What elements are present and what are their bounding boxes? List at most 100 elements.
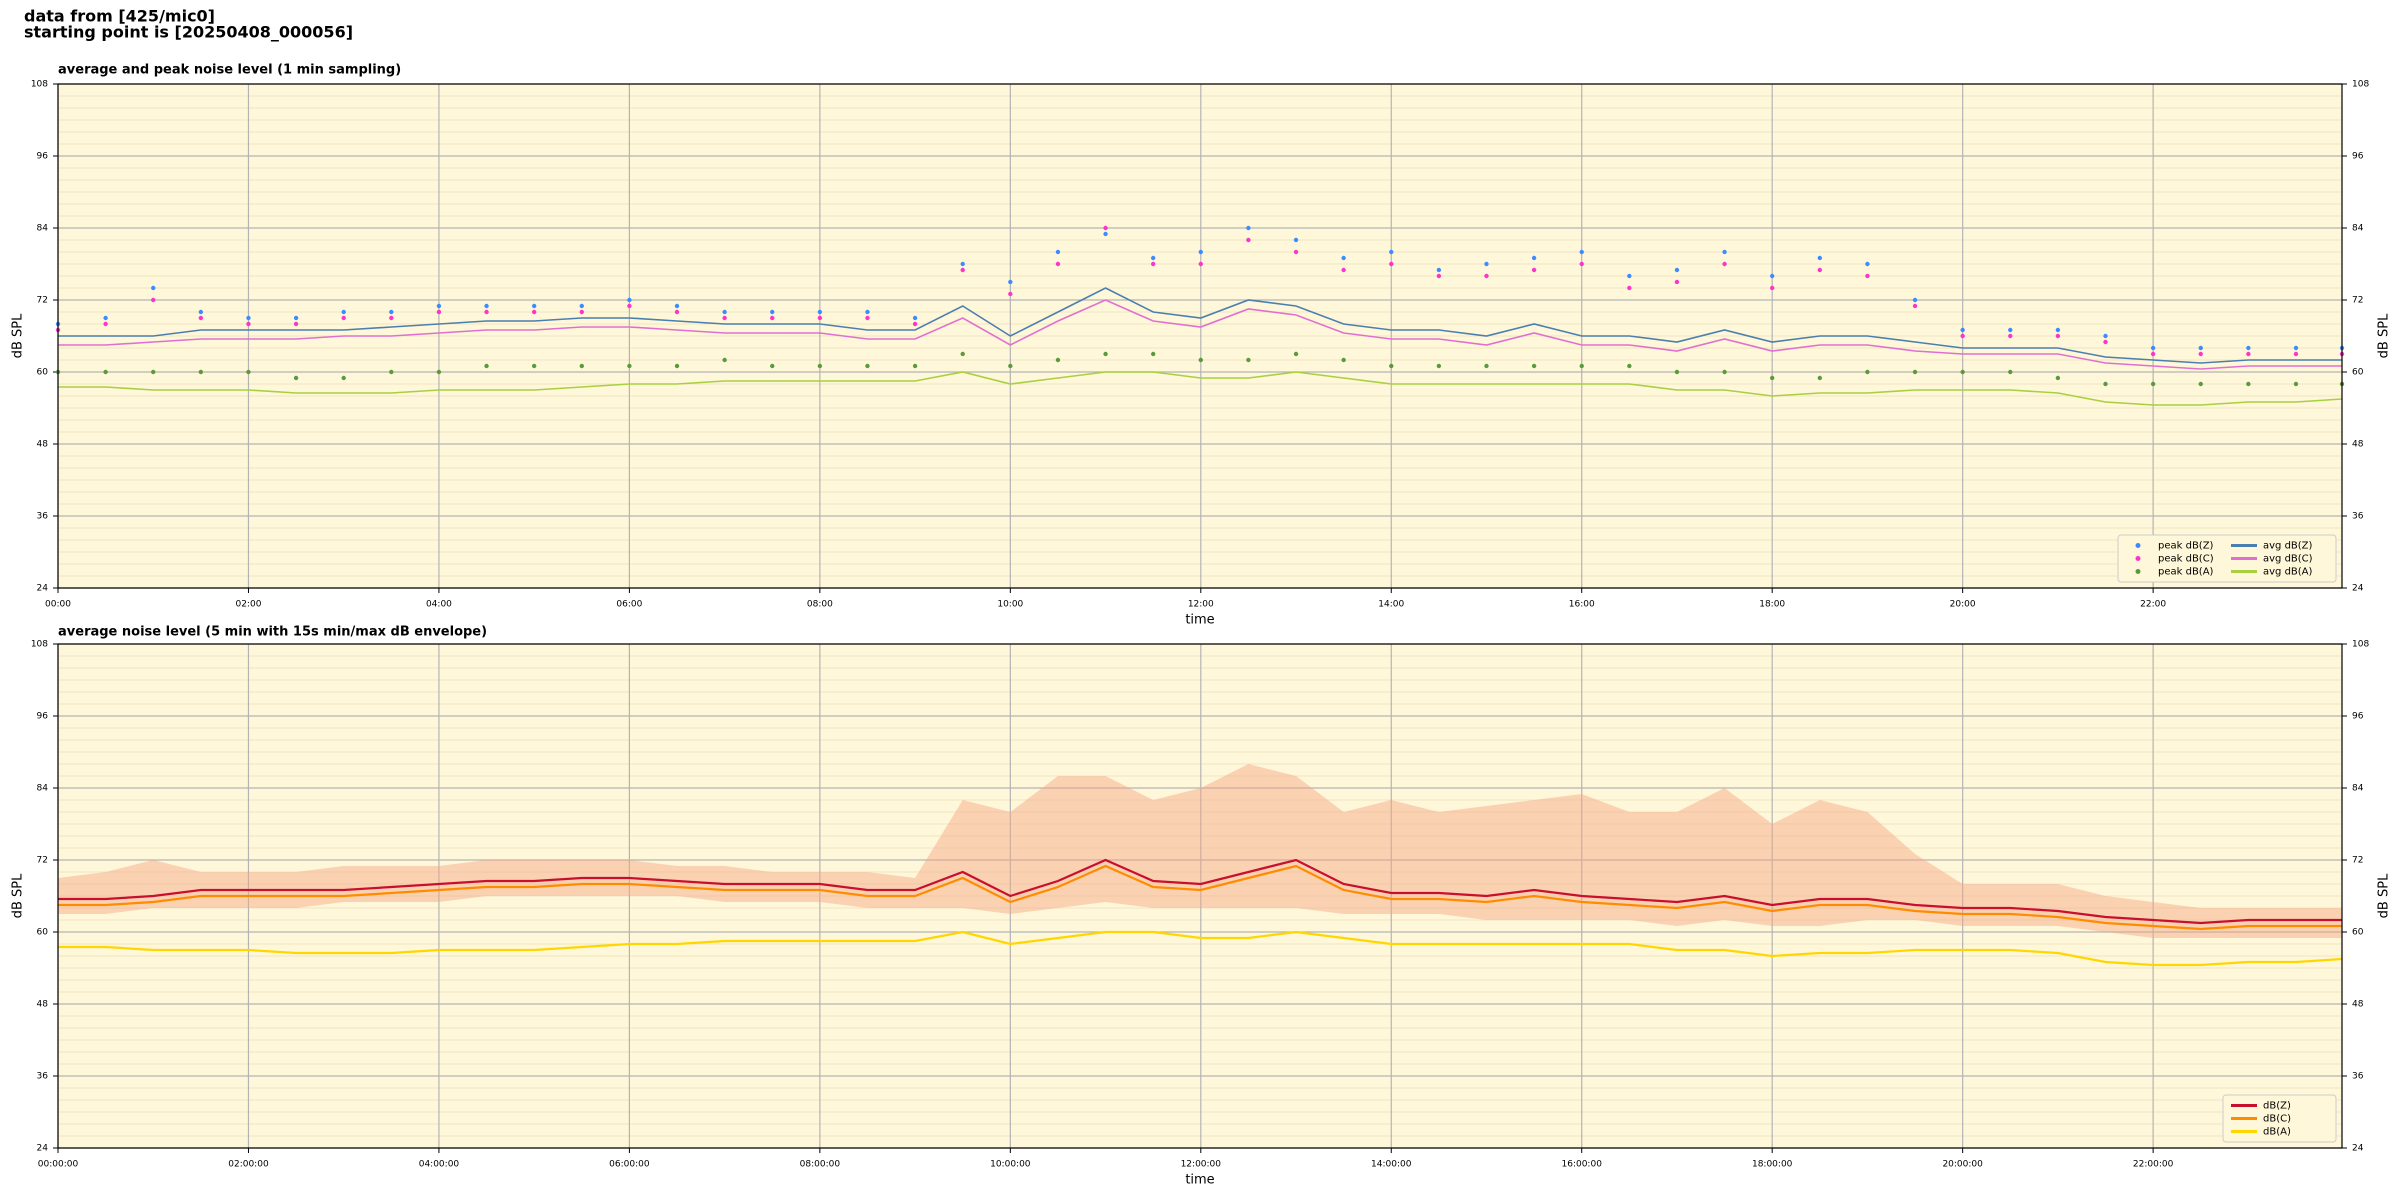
peak-point: [151, 369, 156, 375]
peak-point: [1531, 363, 1537, 369]
peak-point: [2293, 381, 2299, 387]
peak-point: [1055, 261, 1061, 267]
x-tick-label: 18:00: [1759, 600, 1785, 610]
y-tick-label: 36: [37, 1072, 49, 1082]
peak-point: [484, 303, 489, 309]
peak-point: [1579, 261, 1584, 267]
x-axis-label: time: [1185, 613, 1214, 628]
peak-point: [198, 309, 204, 315]
peak-point: [627, 363, 632, 369]
x-tick-label: 14:00: [1378, 600, 1404, 610]
peak-point: [2008, 333, 2013, 339]
peak-point: [1008, 279, 1013, 285]
peak-point: [1150, 261, 1156, 267]
peak-point: [2055, 333, 2061, 339]
peak-point: [1150, 255, 1156, 261]
x-tick-label: 08:00: [807, 600, 833, 610]
peak-point: [1627, 363, 1632, 369]
peak-point: [1722, 369, 1727, 375]
peak-point: [817, 363, 823, 369]
peak-point: [2293, 351, 2299, 357]
x-tick-label: 20:00: [1950, 600, 1976, 610]
y-tick-label: 48: [2352, 1000, 2364, 1010]
peak-point: [1817, 255, 1823, 261]
y-tick-label: 108: [2352, 640, 2369, 650]
peak-point: [246, 315, 251, 321]
peak-point: [960, 261, 965, 267]
peak-point: [1103, 231, 1108, 237]
y-tick-label: 72: [37, 296, 48, 306]
x-tick-label: 04:00:00: [419, 1160, 460, 1170]
peak-point: [1769, 285, 1775, 291]
y-tick-label: 24: [2352, 1144, 2364, 1154]
peak-point: [2103, 333, 2108, 339]
x-tick-label: 20:00:00: [1942, 1160, 1983, 1170]
peak-point: [1674, 267, 1680, 273]
y-tick-label: 108: [2352, 80, 2369, 90]
peak-point: [1579, 363, 1584, 369]
peak-point: [341, 315, 346, 321]
peak-point: [2293, 345, 2299, 351]
peak-point: [436, 309, 442, 315]
y-axis-label: dB SPL: [11, 313, 26, 358]
y-tick-label: 48: [37, 1000, 49, 1010]
y-tick-label: 96: [2352, 152, 2364, 162]
peak-point: [389, 369, 394, 375]
peak-point: [2055, 327, 2061, 333]
peak-point: [1627, 273, 1632, 279]
y-tick-label: 24: [2352, 584, 2364, 594]
plot-frame: [57, 83, 2343, 589]
peak-point: [627, 297, 632, 303]
x-tick-label: 06:00: [616, 600, 642, 610]
y-tick-label: 24: [37, 1144, 49, 1154]
legend-label: avg dB(Z): [2263, 541, 2313, 552]
legend-label: dB(C): [2263, 1114, 2291, 1125]
y-tick-label: 108: [31, 640, 48, 650]
chart-title: average noise level (5 min with 15s min/…: [58, 625, 487, 640]
chart-title: average and peak noise level (1 min samp…: [58, 63, 401, 78]
x-axis-label: time: [1185, 1173, 1214, 1188]
legend-marker: [2135, 543, 2141, 548]
peak-point: [1436, 273, 1442, 279]
legend-marker: [2135, 556, 2141, 561]
x-tick-label: 00:00:00: [38, 1160, 79, 1170]
peak-point: [1865, 273, 1870, 279]
peak-point: [2198, 351, 2203, 357]
peak-point: [151, 297, 156, 303]
peak-point: [531, 309, 537, 315]
x-tick-label: 02:00: [235, 600, 261, 610]
peak-point: [1341, 255, 1346, 261]
peak-point: [1341, 267, 1346, 273]
peak-point: [2103, 339, 2108, 345]
series-line: [58, 371, 2343, 406]
plot-frame: [57, 643, 2343, 1149]
peak-point: [674, 363, 680, 369]
series-line: [58, 287, 2342, 364]
peak-point: [960, 351, 965, 357]
peak-point: [484, 309, 489, 315]
peak-point: [2198, 381, 2203, 387]
peak-point: [1008, 363, 1013, 369]
x-tick-label: 10:00: [997, 600, 1023, 610]
y-tick-label: 96: [37, 712, 49, 722]
peak-point: [1912, 303, 1918, 309]
legend-label: avg dB(C): [2263, 554, 2313, 565]
peak-point: [1341, 357, 1346, 363]
peak-point: [1722, 261, 1727, 267]
peak-point: [579, 303, 584, 309]
peak-point: [1246, 237, 1251, 243]
legend-marker: [2135, 569, 2141, 574]
y-axis-label: dB SPL: [2377, 313, 2392, 358]
peak-point: [1198, 357, 1203, 363]
peak-point: [1055, 249, 1061, 255]
peak-point: [436, 303, 442, 309]
peak-point: [151, 285, 156, 291]
series-line: [58, 930, 2343, 967]
series-line: [58, 858, 2342, 925]
y-tick-label: 24: [37, 584, 49, 594]
peak-point: [531, 363, 537, 369]
peak-point: [293, 375, 299, 381]
peak-point: [1293, 237, 1299, 243]
y-tick-label: 84: [37, 784, 49, 794]
y-tick-label: 60: [37, 368, 49, 378]
